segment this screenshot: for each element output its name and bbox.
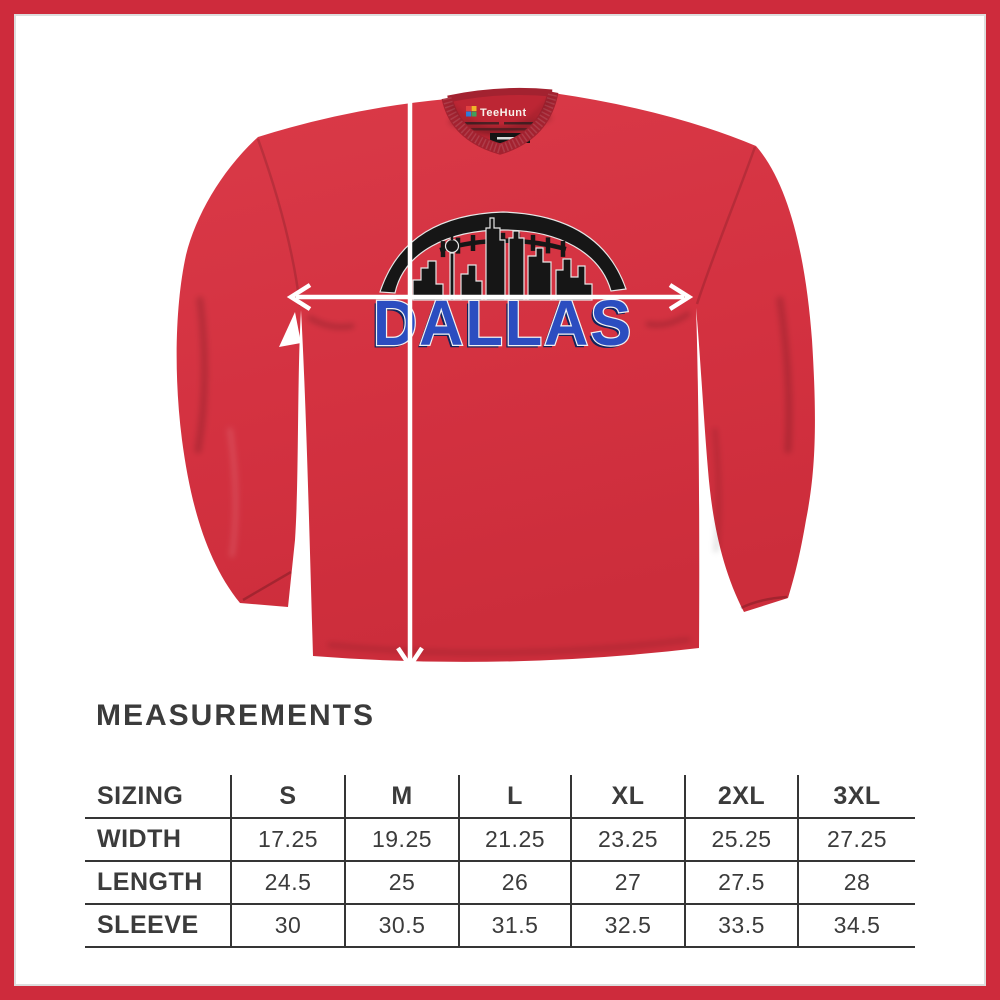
row-label-sleeve: SLEEVE	[85, 904, 231, 948]
table-row: SLEEVE 30 30.5 31.5 32.5 33.5 34.5	[85, 904, 915, 948]
table-cell: 30	[230, 904, 345, 948]
svg-text:DALLAS: DALLAS	[371, 290, 631, 362]
table-cell: 30.5	[344, 904, 459, 948]
table-cell: 23.25	[570, 818, 685, 862]
row-label-sizing: SIZING	[85, 775, 231, 819]
measurements-title: MEASUREMENTS	[96, 699, 376, 732]
row-label-length: LENGTH	[85, 861, 231, 905]
col-header-m: M	[344, 775, 459, 819]
col-header-3xl: 3XL	[797, 775, 915, 819]
length-arrow	[396, 65, 424, 671]
table-row: LENGTH 24.5 25 26 27 27.5 28	[85, 861, 915, 905]
table-cell: 21.25	[458, 818, 571, 862]
table-cell: 27	[570, 861, 685, 905]
col-header-2xl: 2XL	[684, 775, 798, 819]
table-cell: 33.5	[684, 904, 798, 948]
width-arrow	[286, 283, 694, 311]
table-row: WIDTH 17.25 19.25 21.25 23.25 25.25 27.2…	[85, 818, 915, 862]
table-cell: 32.5	[570, 904, 685, 948]
table-cell: 19.25	[344, 818, 459, 862]
table-cell: 27.25	[797, 818, 915, 862]
table-header-row: SIZING S M L XL 2XL 3XL	[85, 775, 915, 819]
sizing-table: SIZING S M L XL 2XL 3XL WIDTH 17.25 19.2…	[85, 775, 915, 948]
col-header-xl: XL	[570, 775, 685, 819]
row-label-width: WIDTH	[85, 818, 231, 862]
table-cell: 27.5	[684, 861, 798, 905]
shirt-body	[176, 90, 815, 662]
table-cell: 25.25	[684, 818, 798, 862]
brand-label-text: TeeHunt	[480, 107, 527, 119]
table-cell: 34.5	[797, 904, 915, 948]
table-cell: 17.25	[230, 818, 345, 862]
table-cell: 31.5	[458, 904, 571, 948]
table-cell: 28	[797, 861, 915, 905]
col-header-l: L	[458, 775, 571, 819]
table-cell: 25	[344, 861, 459, 905]
table-cell: 24.5	[230, 861, 345, 905]
table-cell: 26	[458, 861, 571, 905]
col-header-s: S	[230, 775, 345, 819]
skyline-icon	[412, 217, 593, 301]
collar: TeeHunt	[441, 87, 559, 155]
